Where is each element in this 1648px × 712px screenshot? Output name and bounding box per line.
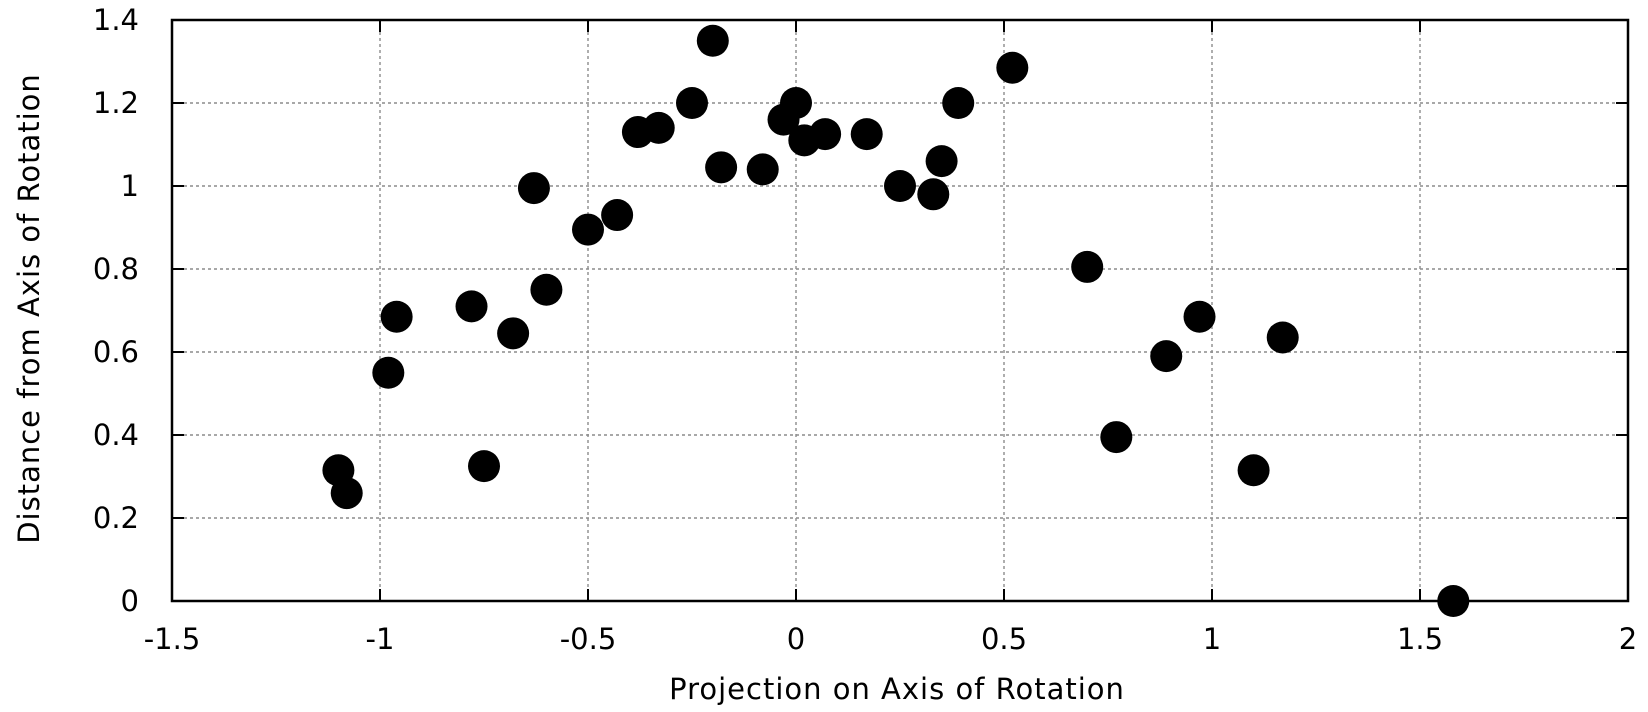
data-point — [455, 290, 488, 323]
data-point — [642, 111, 675, 144]
data-point — [925, 145, 958, 178]
y-tick-label: 1 — [121, 169, 139, 203]
y-tick-label: 1.2 — [93, 86, 139, 120]
data-points — [322, 24, 1470, 617]
data-point — [572, 213, 604, 246]
data-point — [517, 172, 550, 205]
data-point — [1071, 250, 1104, 283]
data-point — [497, 317, 530, 350]
y-tick-label: 0.2 — [93, 501, 139, 535]
data-point — [746, 153, 779, 186]
y-tick-label: 0 — [121, 584, 139, 618]
data-point — [696, 24, 729, 57]
tick-labels: -1.5 -1 -0.5 0 0.5 1 1.5 2 0 0.2 0.4 0.6 0.8 1 1.2 1.4 — [93, 3, 1637, 656]
x-tick-label: 1 — [1203, 622, 1221, 656]
data-point — [468, 450, 500, 483]
data-point — [330, 477, 363, 510]
data-point — [676, 87, 708, 119]
y-tick-label: 0.8 — [93, 252, 139, 286]
data-point — [1266, 321, 1299, 354]
x-axis-title: Projection on Axis of Rotation — [669, 672, 1125, 706]
data-point — [380, 300, 413, 333]
x-tick-label: 2 — [1619, 622, 1637, 656]
data-point — [884, 170, 916, 202]
y-tick-label: 0.4 — [93, 418, 139, 452]
data-point — [850, 118, 883, 151]
data-point — [1237, 454, 1270, 487]
data-point — [1150, 340, 1183, 373]
data-point — [917, 178, 950, 211]
x-tick-label: -1.5 — [144, 622, 201, 656]
data-point — [372, 356, 405, 389]
data-point — [601, 199, 634, 232]
data-point — [809, 118, 842, 151]
data-point — [942, 87, 975, 119]
data-point — [996, 51, 1029, 84]
data-point — [1183, 300, 1216, 333]
y-axis-title: Distance from Axis of Rotation — [12, 73, 46, 544]
data-point — [780, 87, 812, 119]
x-tick-label: -1 — [366, 622, 395, 656]
x-tick-label: -0.5 — [560, 622, 617, 656]
x-tick-label: 0 — [787, 622, 805, 656]
y-tick-label: 1.4 — [93, 3, 139, 37]
data-point — [1100, 421, 1133, 454]
x-tick-label: 1.5 — [1397, 622, 1443, 656]
x-tick-label: 0.5 — [981, 622, 1027, 656]
data-point — [705, 151, 738, 184]
y-tick-label: 0.6 — [93, 335, 139, 369]
plot-frame — [170, 18, 1630, 603]
data-point — [530, 273, 563, 306]
